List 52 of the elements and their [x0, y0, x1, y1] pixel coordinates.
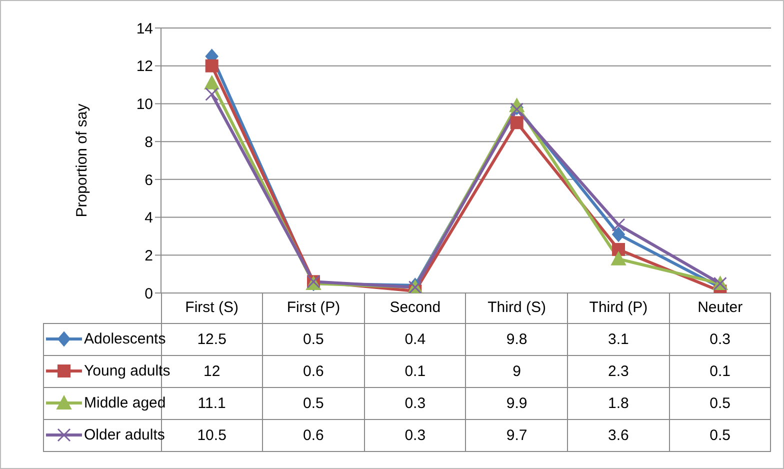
legend-label: Young adults: [84, 362, 170, 380]
data-label: 2.3: [568, 355, 670, 387]
data-label: 11.1: [198, 394, 226, 412]
x-tick-label: Second: [364, 293, 466, 323]
data-label: 0.3: [364, 419, 466, 451]
point: [611, 251, 626, 266]
x-tick-label: Neuter: [669, 293, 771, 323]
legend-label: Middle aged: [84, 394, 166, 412]
point: [204, 75, 220, 90]
y-tick-label: 2: [144, 247, 153, 264]
data-label: 3.1: [568, 323, 670, 355]
data-label: 1.8: [568, 387, 670, 419]
data-label: 0.5: [669, 419, 771, 451]
data-label: 12.5: [197, 330, 226, 348]
x-tick-label: Third (S): [466, 293, 568, 323]
data-label: 0.1: [364, 355, 466, 387]
data-label: 3.6: [568, 419, 670, 451]
data-label: 0.6: [262, 355, 364, 387]
point: [510, 116, 524, 130]
data-label: 12: [203, 362, 220, 380]
y-tick-label: 6: [144, 172, 153, 189]
data-label: 0.1: [669, 355, 771, 387]
data-label: 10.5: [197, 426, 226, 444]
point: [612, 242, 625, 256]
data-label: 0.5: [669, 387, 771, 419]
data-label: 0.5: [262, 323, 364, 355]
y-tick-label: 4: [144, 210, 153, 227]
data-label: 9: [466, 355, 568, 387]
legend-label: Older adults: [84, 426, 165, 444]
x-tick-label: First (S): [161, 293, 263, 323]
x-tick-label: Third (P): [568, 293, 670, 323]
data-label: 0.6: [262, 419, 364, 451]
data-label: 9.8: [466, 323, 568, 355]
y-axis-title: Proportion of say: [73, 103, 90, 218]
data-label: 9.9: [466, 387, 568, 419]
data-label: 0.3: [669, 323, 771, 355]
y-tick-label: 10: [136, 96, 153, 114]
data-label: 9.7: [466, 419, 568, 451]
data-label: 0.4: [364, 323, 466, 355]
point: [205, 59, 218, 72]
data-label: 0.3: [364, 387, 466, 419]
point: [612, 226, 625, 242]
point: [612, 218, 626, 232]
data-label: 0.5: [262, 387, 364, 419]
y-tick-label: 12: [136, 58, 153, 76]
y-tick-label: 0: [144, 285, 153, 302]
legend-label: Adolescents: [84, 330, 166, 348]
x-tick-label: First (P): [262, 293, 364, 323]
y-tick-label: 14: [136, 20, 153, 38]
point: [510, 102, 524, 116]
y-tick-label: 8: [144, 134, 153, 151]
point: [205, 88, 219, 101]
